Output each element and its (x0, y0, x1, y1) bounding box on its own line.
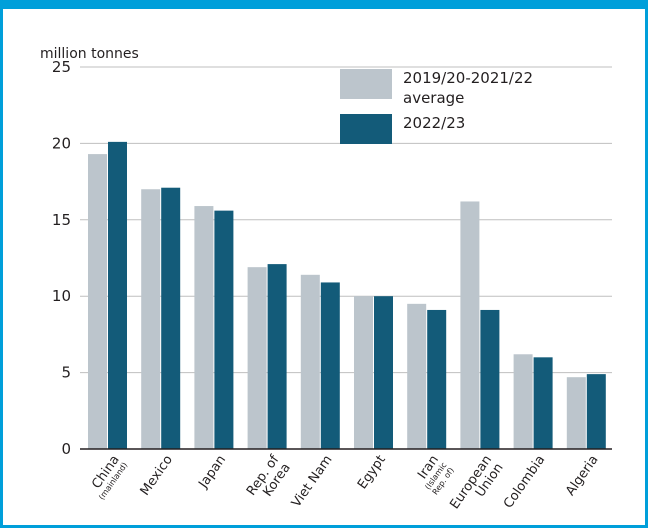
legend-label: 2019/20-2021/22 (403, 69, 533, 87)
y-tick-label: 25 (52, 58, 71, 76)
bar-average-8 (513, 354, 533, 449)
y-tick-label: 5 (61, 364, 71, 382)
x-tick-label: Colombia (501, 453, 548, 512)
bar-2022-23-6 (427, 309, 447, 449)
x-label-9: Algeria (563, 453, 601, 499)
x-label-8: Colombia (501, 453, 548, 512)
bar-2022-23-9 (586, 374, 606, 449)
bar-average-5 (354, 296, 373, 449)
y-tick-label: 10 (52, 287, 71, 305)
bar-2022-23-5 (374, 296, 393, 449)
bar-2022-23-1 (161, 187, 181, 449)
y-tick-label: 20 (52, 134, 71, 152)
legend-label: average (403, 89, 464, 107)
bar-average-1 (141, 189, 161, 450)
x-axis-labels: China(mainland) Mexico Japan Rep. ofKoreaVi… (89, 452, 601, 512)
x-label-0: China(mainland) (89, 453, 129, 502)
legend-swatch-0 (340, 69, 392, 99)
unit-label: million tonnes (40, 46, 139, 62)
bar-average-0 (88, 154, 107, 449)
bar-2022-23-4 (320, 282, 340, 449)
bar-average-9 (566, 377, 586, 449)
bar-average-7 (460, 201, 480, 449)
x-tick-label: Japan (196, 453, 230, 492)
x-label-2: Japan (196, 453, 230, 492)
bar-2022-23-2 (214, 210, 234, 449)
bar-2022-23-8 (533, 357, 553, 449)
x-label-1: Mexico (138, 453, 176, 499)
legend-swatch-1 (340, 114, 392, 144)
x-tick-label: Egypt (355, 453, 389, 492)
x-label-4: Viet Nam (289, 453, 336, 511)
y-tick-label: 15 (52, 211, 71, 229)
bar-2022-23-0 (108, 141, 127, 449)
x-tick-label: Algeria (563, 453, 601, 499)
bar-average-4 (300, 274, 320, 449)
y-tick-label: 0 (61, 440, 71, 458)
bar-average-2 (194, 206, 214, 449)
x-tick-label: Viet Nam (289, 453, 336, 511)
bar-2022-23-7 (480, 309, 500, 449)
bars (80, 141, 612, 450)
bar-average-6 (407, 303, 427, 449)
y-axis-ticks: 0 5 10 15 20 25 (52, 58, 71, 458)
x-tick-label: Mexico (138, 453, 176, 499)
bar-average-3 (247, 267, 267, 449)
legend-label: 2022/23 (403, 114, 465, 132)
legend: 2019/20-2021/22 average 2022/23 (340, 69, 533, 144)
bar-2022-23-3 (267, 264, 287, 449)
x-label-5: Egypt (355, 453, 389, 492)
